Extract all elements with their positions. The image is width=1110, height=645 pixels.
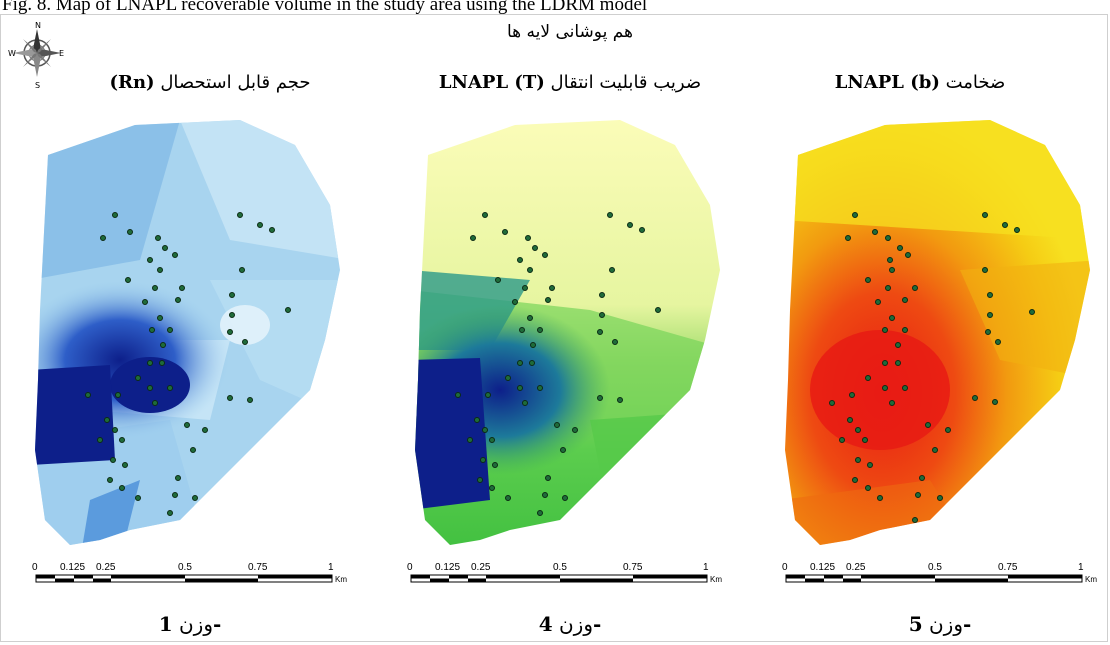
panel-3-title: ضخامت LNAPL (b): [790, 72, 1050, 100]
scale-unit: Km: [335, 575, 347, 584]
scale-tick-05: 0.5: [178, 562, 192, 573]
scale-tick-0: 0: [782, 562, 788, 573]
scale-tick-0125: 0.125: [810, 562, 835, 573]
panel-3-weight: وزن 5-: [860, 612, 1020, 636]
panel-3-title-text: ضخامت: [945, 72, 1006, 93]
map-panel-recoverable-volume: [35, 120, 340, 545]
panel-3-title-variable: LNAPL (b): [834, 72, 940, 93]
figure-frame: [0, 14, 1108, 642]
scale-tick-025: 0.25: [96, 562, 116, 573]
scale-tick-075: 0.75: [248, 562, 268, 573]
scale-tick-025: 0.25: [846, 562, 866, 573]
panel-1-weight: وزن 1-: [110, 612, 270, 636]
scale-tick-1: 1: [1078, 562, 1084, 573]
scale-tick-1: 1: [703, 562, 709, 573]
figure-caption: Fig. 8. Map of LNAPL recoverable volume …: [2, 0, 648, 15]
compass-east-label: E: [59, 49, 64, 58]
panel-2-title-text: ضریب قابلیت انتقال: [550, 72, 702, 93]
panel-1-title-text: حجم قابل استحصال: [160, 72, 311, 93]
panel-3-weight-number: 5-: [908, 612, 972, 636]
scale-tick-05: 0.5: [928, 562, 942, 573]
panel-1-title-variable: (Rn): [109, 72, 155, 93]
map-panel-thickness: [785, 120, 1090, 545]
scale-tick-0125: 0.125: [435, 562, 460, 573]
compass-west-label: W: [8, 49, 16, 58]
scale-bar-panel-2: 0 0.125 0.25 0.5 0.75 1 Km: [407, 562, 722, 584]
scale-tick-0: 0: [32, 562, 38, 573]
map-panel-transmissivity: [415, 120, 720, 545]
panel-2-title-variable: LNAPL (T): [438, 72, 545, 93]
compass-rose-icon: N S E W: [8, 21, 64, 90]
scale-bar-panel-1: 0 0.125 0.25 0.5 0.75 1 Km: [32, 562, 347, 584]
panel-1-title: حجم قابل استحصال (Rn): [60, 72, 360, 100]
scale-tick-075: 0.75: [623, 562, 643, 573]
panel-2-weight-word: وزن: [558, 612, 593, 636]
panel-2-weight: وزن 4-: [490, 612, 650, 636]
scale-tick-0125: 0.125: [60, 562, 85, 573]
scale-tick-05: 0.5: [553, 562, 567, 573]
panel-1-weight-number: 1-: [158, 612, 222, 636]
scale-tick-025: 0.25: [471, 562, 491, 573]
figure-subtitle: هم پوشانی لایه ها: [506, 22, 633, 42]
scale-unit: Km: [1085, 575, 1097, 584]
panel-2-weight-number: 4-: [538, 612, 602, 636]
panel-3-weight-word: وزن: [928, 612, 963, 636]
panel-1-weight-word: وزن: [178, 612, 213, 636]
scale-bar-panel-3: 0 0.125 0.25 0.5 0.75 1 Km: [782, 562, 1097, 584]
compass-north-label: N: [35, 21, 41, 30]
scale-unit: Km: [710, 575, 722, 584]
compass-south-label: S: [35, 81, 40, 90]
panel-2-title: ضریب قابلیت انتقال LNAPL (T): [400, 72, 740, 100]
scale-tick-1: 1: [328, 562, 334, 573]
scale-tick-0: 0: [407, 562, 413, 573]
scale-tick-075: 0.75: [998, 562, 1018, 573]
